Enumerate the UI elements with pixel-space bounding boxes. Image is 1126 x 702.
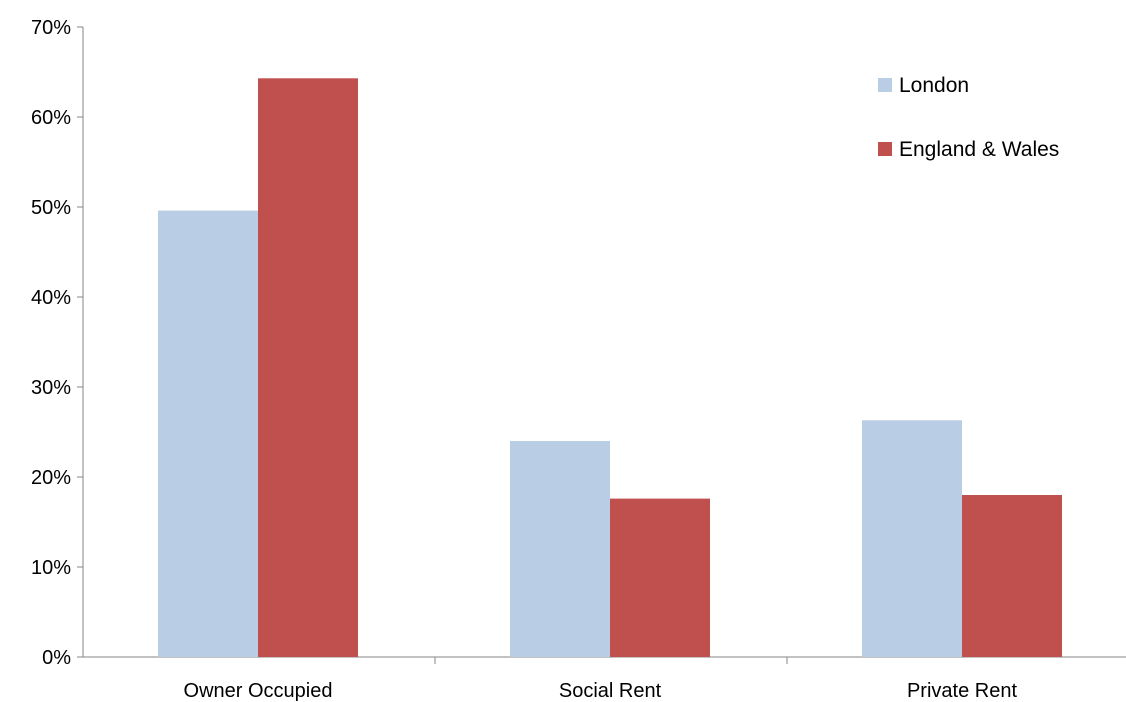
y-tick-label: 10% — [31, 557, 71, 579]
y-tick-label: 40% — [31, 287, 71, 309]
legend-item-england-wales-label: England & Wales — [899, 138, 1059, 161]
bar-england-wales-2 — [962, 495, 1062, 657]
bar-england-wales-1 — [610, 498, 710, 657]
legend-item-london-swatch — [878, 78, 892, 92]
bar-london-0 — [158, 210, 258, 657]
legend-item-london-label: London — [899, 74, 969, 97]
y-tick-label: 70% — [31, 17, 71, 39]
y-tick-label: 30% — [31, 377, 71, 399]
y-tick-label: 20% — [31, 467, 71, 489]
bars — [158, 78, 1062, 658]
y-tick-label: 60% — [31, 107, 71, 129]
bar-london-1 — [510, 441, 610, 657]
category-label: Owner Occupied — [184, 680, 333, 702]
category-label: Private Rent — [907, 680, 1017, 702]
legend-item-england-wales-swatch — [878, 142, 892, 156]
category-labels: Owner Occupied Social Rent Private Rent — [184, 680, 1018, 702]
category-label: Social Rent — [559, 680, 662, 702]
y-tick-label: 50% — [31, 197, 71, 219]
bar-england-wales-0 — [258, 78, 358, 658]
y-tick-label: 0% — [42, 647, 71, 669]
legend: London England & Wales — [878, 74, 1059, 161]
bar-london-2 — [862, 420, 962, 657]
